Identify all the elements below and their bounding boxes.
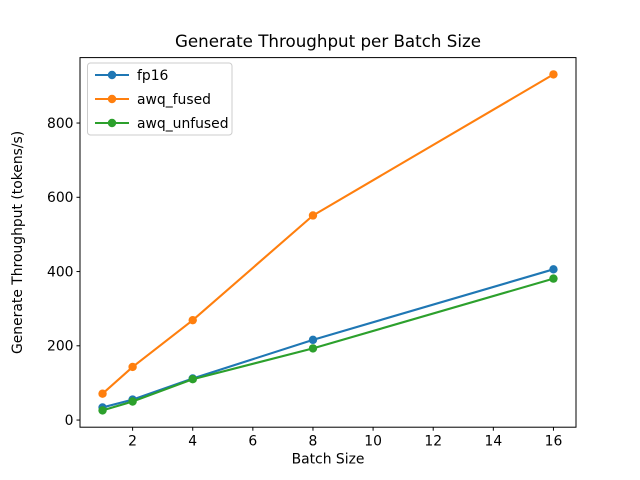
- y-tick-label: 400: [47, 264, 74, 280]
- legend-marker: [107, 118, 117, 128]
- legend-marker: [107, 70, 117, 80]
- plot-border: [79, 57, 577, 428]
- x-tick-label: 14: [484, 434, 502, 450]
- x-tick-label: 8: [309, 434, 318, 450]
- legend-marker: [107, 94, 117, 104]
- data-point-awq_fused: [128, 362, 137, 372]
- data-point-awq_unfused: [308, 344, 318, 353]
- legend-label: fp16: [137, 68, 168, 84]
- legend-label: awq_unfused: [137, 116, 229, 132]
- data-point-awq_unfused: [98, 406, 107, 415]
- x-tick-label: 12: [424, 434, 442, 450]
- data-point-awq_fused: [98, 389, 107, 398]
- y-tick-label: 0: [65, 413, 74, 429]
- y-tick-label: 800: [47, 116, 74, 132]
- data-point-awq_unfused: [549, 274, 558, 283]
- y-axis-label: Generate Throughput (tokens/s): [10, 131, 26, 354]
- x-tick-label: 4: [188, 434, 197, 450]
- data-point-awq_fused: [549, 70, 558, 79]
- data-point-awq_unfused: [188, 375, 197, 384]
- plot-area: 2 4 6 8 10 12 14 16 0 200 400 600 800: [47, 57, 577, 450]
- data-point-awq_fused: [308, 211, 318, 220]
- chart-title: Generate Throughput per Batch Size: [175, 31, 481, 51]
- data-point-fp16: [308, 335, 318, 345]
- data-point-awq_fused: [188, 315, 197, 325]
- x-tick-label: 2: [128, 434, 137, 450]
- data-point-fp16: [549, 265, 558, 274]
- x-tick-label: 16: [545, 434, 563, 450]
- data-point-awq_unfused: [128, 397, 137, 406]
- legend-label: awq_fused: [137, 92, 211, 108]
- x-tick-label: 6: [248, 434, 257, 450]
- x-tick-label: 10: [364, 434, 382, 450]
- y-tick-label: 600: [47, 190, 74, 206]
- x-axis-label: Batch Size: [292, 452, 365, 468]
- series-line-awq_unfused: [102, 277, 554, 412]
- y-tick-label: 200: [47, 339, 74, 355]
- legend: fp16 awq_fused awq_unfused: [87, 62, 233, 136]
- legend-box: [87, 62, 233, 136]
